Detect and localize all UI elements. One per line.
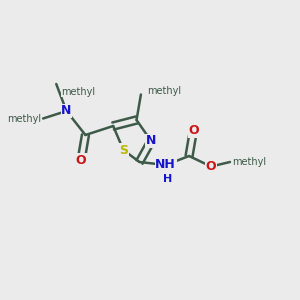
Text: NH: NH <box>155 158 176 172</box>
Text: S: S <box>119 143 128 157</box>
Text: N: N <box>61 104 72 118</box>
Text: methyl: methyl <box>147 86 181 97</box>
Text: methyl: methyl <box>232 157 266 167</box>
Text: O: O <box>188 124 199 137</box>
Text: O: O <box>206 160 216 173</box>
Text: O: O <box>76 154 86 167</box>
Text: methyl: methyl <box>61 87 95 97</box>
Text: methyl: methyl <box>7 113 41 124</box>
Text: N: N <box>146 134 156 148</box>
Text: H: H <box>163 173 172 184</box>
